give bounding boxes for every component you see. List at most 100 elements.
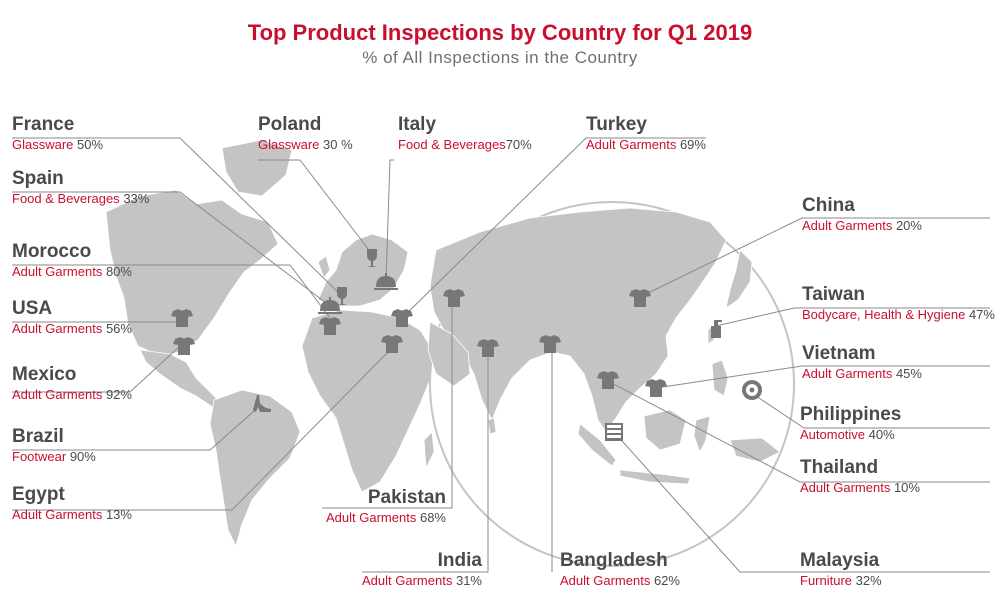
label-poland: Poland Glassware 30 % bbox=[258, 114, 353, 154]
category: Furniture bbox=[800, 573, 853, 588]
leader-taiwan bbox=[715, 307, 990, 327]
percent: 62% bbox=[653, 573, 680, 588]
percent: 92% bbox=[105, 387, 132, 402]
leader-italy bbox=[385, 159, 394, 281]
leader-pakistan bbox=[322, 296, 453, 509]
tshirt-icon bbox=[645, 379, 667, 397]
country-name: Malaysia bbox=[800, 550, 880, 571]
country-name: Spain bbox=[12, 168, 64, 189]
label-vietnam: Vietnam Adult Garments 45% bbox=[802, 343, 922, 383]
soap-bottle-icon bbox=[711, 320, 722, 338]
africa-landmass bbox=[301, 309, 435, 493]
madagascar-landmass bbox=[423, 431, 435, 470]
country-name: Bangladesh bbox=[560, 550, 668, 571]
high-heel-shoe-icon bbox=[253, 395, 271, 412]
country-name: Italy bbox=[398, 114, 437, 135]
category: Adult Garments bbox=[800, 480, 891, 495]
tshirt-icon bbox=[171, 309, 193, 327]
category: Glassware bbox=[12, 137, 74, 152]
food-cloche-icon bbox=[374, 273, 398, 290]
category: Adult Garments bbox=[326, 510, 417, 525]
country-name: Taiwan bbox=[802, 284, 865, 305]
label-spain: Spain Food & Beverages 33% bbox=[12, 168, 149, 208]
category: Adult Garments bbox=[560, 573, 651, 588]
leader-india bbox=[362, 350, 489, 573]
country-name: Turkey bbox=[586, 114, 647, 135]
arabia-landmass bbox=[427, 321, 471, 387]
country-name: Pakistan bbox=[367, 487, 446, 508]
europe-landmass bbox=[317, 233, 409, 307]
cabinet-icon bbox=[605, 423, 623, 441]
uk-landmass bbox=[317, 255, 331, 279]
country-name: China bbox=[802, 195, 855, 216]
category: Adult Garments bbox=[12, 321, 103, 336]
country-name: Mexico bbox=[12, 364, 77, 385]
leader-poland bbox=[258, 159, 373, 255]
country-name: USA bbox=[12, 298, 53, 319]
leader-vietnam bbox=[655, 365, 990, 389]
percent: 47% bbox=[968, 307, 995, 322]
greenland-landmass bbox=[221, 139, 293, 197]
tshirt-icon bbox=[173, 337, 195, 355]
label-morocco: Morocco Adult Garments 80% bbox=[12, 241, 132, 281]
leader-morocco bbox=[12, 264, 331, 319]
car-wheel-icon bbox=[742, 380, 762, 400]
percent: 69% bbox=[679, 137, 706, 152]
newguinea-landmass bbox=[729, 437, 781, 463]
tshirt-icon bbox=[539, 335, 561, 353]
country-name: Philippines bbox=[800, 404, 902, 425]
country-name: Brazil bbox=[12, 426, 64, 447]
leader-philippines bbox=[755, 395, 990, 429]
central-america-landmass bbox=[139, 349, 223, 409]
leader-turkey bbox=[401, 137, 706, 319]
label-france: France Glassware 50% bbox=[12, 114, 103, 154]
label-philippines: Philippines Automotive 40% bbox=[800, 404, 901, 444]
sumatra-landmass bbox=[577, 423, 617, 467]
tshirt-icon bbox=[597, 371, 619, 389]
borneo-landmass bbox=[643, 409, 687, 451]
percent: 20% bbox=[895, 218, 922, 233]
percent: 68% bbox=[419, 510, 446, 525]
label-egypt: Egypt Adult Garments 13% bbox=[12, 484, 132, 524]
label-brazil: Brazil Footwear 90% bbox=[12, 426, 96, 466]
srilanka-landmass bbox=[487, 417, 497, 435]
percent: 10% bbox=[893, 480, 920, 495]
south-america-landmass bbox=[209, 389, 301, 548]
label-usa: USA Adult Garments 56% bbox=[12, 298, 132, 338]
category: Adult Garments bbox=[12, 264, 103, 279]
percent: 45% bbox=[895, 366, 922, 381]
category: Automotive bbox=[800, 427, 866, 442]
country-name: India bbox=[437, 550, 482, 571]
asia-magnifier-circle bbox=[429, 201, 795, 567]
category: Bodycare, Health & Hygiene bbox=[802, 307, 966, 322]
percent: 33% bbox=[123, 191, 150, 206]
country-name: Egypt bbox=[12, 484, 65, 505]
percent: 30 % bbox=[323, 137, 353, 152]
chart-title: Top Product Inspections by Country for Q… bbox=[247, 20, 753, 45]
leader-china bbox=[641, 217, 990, 297]
percent: 80% bbox=[105, 264, 132, 279]
wine-glass-icon bbox=[337, 287, 347, 305]
north-america-landmass bbox=[105, 189, 279, 357]
leader-france bbox=[12, 137, 343, 297]
japan-landmass bbox=[725, 249, 753, 309]
country-name: Thailand bbox=[800, 457, 879, 478]
tshirt-icon bbox=[319, 317, 341, 335]
tshirt-icon bbox=[381, 335, 403, 353]
leader-thailand bbox=[605, 379, 990, 483]
country-name: France bbox=[12, 114, 75, 135]
label-bangladesh: Bangladesh Adult Garments 62% bbox=[560, 550, 680, 590]
category: Adult Garments bbox=[12, 387, 103, 402]
leader-mexico bbox=[12, 345, 181, 393]
chart-subtitle: % of All Inspections in the Country bbox=[362, 48, 638, 67]
country-name: Poland bbox=[258, 114, 322, 135]
label-turkey: Turkey Adult Garments 69% bbox=[586, 114, 706, 154]
asia-landmass bbox=[429, 207, 727, 433]
category: Adult Garments bbox=[586, 137, 677, 152]
label-malaysia: Malaysia Furniture 32% bbox=[800, 550, 882, 590]
category: Adult Garments bbox=[12, 507, 103, 522]
percent: 70% bbox=[505, 137, 532, 152]
category: Food & Beverages bbox=[398, 137, 506, 152]
